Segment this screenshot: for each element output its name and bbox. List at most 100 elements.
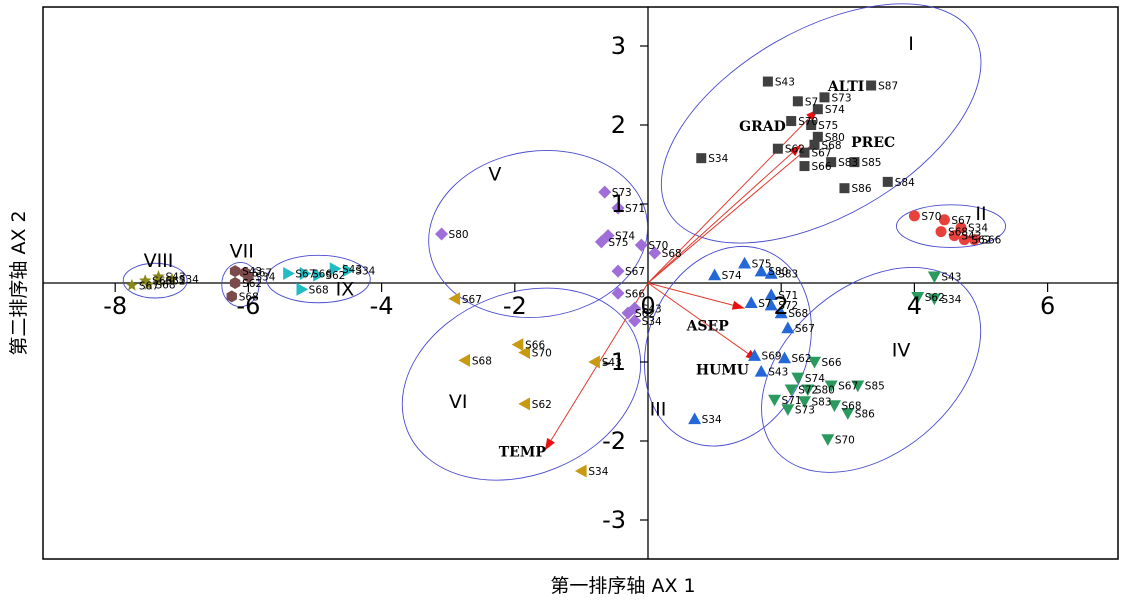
point-triangle-up-marker	[748, 349, 762, 361]
point-label: S62	[792, 353, 812, 365]
point-label: S34	[355, 265, 375, 277]
point-label: S34	[255, 272, 275, 284]
vector-line	[647, 108, 819, 284]
point-label: S62	[925, 292, 945, 304]
point-label: S43	[165, 272, 185, 284]
point-square-marker	[812, 104, 823, 115]
point-square-marker	[696, 153, 707, 164]
point-label: S85	[865, 381, 885, 393]
point-label: S69	[762, 351, 782, 363]
vector-label-humu: HUMU	[696, 362, 749, 378]
x-tick-label: 2	[774, 292, 789, 320]
point-square-marker	[799, 147, 810, 158]
group-label-v: V	[488, 163, 501, 185]
point-label: S70	[532, 348, 552, 360]
point-label: S74	[825, 104, 845, 116]
point-triangle-down-marker	[801, 384, 815, 397]
y-axis-title: 第二排序轴 AX 2	[8, 210, 30, 355]
point-label: S66	[312, 269, 332, 281]
point-square-marker	[866, 80, 877, 91]
group-ellipse-iv	[761, 266, 982, 473]
point-label: S74	[805, 373, 825, 385]
group-ellipse-ii	[895, 204, 1007, 248]
point-label: S86	[855, 408, 875, 420]
vector-label-asep: ASEP	[686, 318, 730, 334]
point-circle-marker	[948, 230, 960, 242]
point-label: S75	[818, 120, 838, 132]
point-star-marker	[152, 274, 165, 286]
point-triangle-down-marker	[791, 372, 805, 385]
point-label: S80	[815, 385, 835, 397]
point-label: S43	[642, 303, 662, 315]
point-triangle-left-marker	[448, 292, 461, 306]
point-hexagon-marker	[243, 270, 254, 283]
point-circle-marker	[958, 234, 970, 246]
point-square-marker	[762, 76, 773, 87]
point-circle-marker	[955, 222, 967, 234]
group-ellipses	[122, 3, 1007, 481]
point-square-marker	[806, 120, 817, 130]
point-label: S67	[252, 268, 272, 280]
point-label: S80	[768, 266, 788, 278]
point-hexagon-marker	[229, 265, 241, 278]
x-tick-label: -6	[236, 292, 260, 320]
point-triangle-right-marker	[329, 262, 342, 276]
point-diamond-marker	[611, 286, 625, 300]
point-label: S67	[812, 148, 832, 160]
group-ellipse-iii	[643, 245, 812, 447]
vector-arrowhead	[731, 300, 745, 310]
point-square-marker	[772, 143, 783, 154]
point-diamond-marker	[634, 238, 648, 252]
point-triangle-up-marker	[688, 412, 702, 425]
point-label: S74	[615, 231, 635, 243]
point-label: S43	[941, 272, 961, 284]
point-square-marker	[882, 176, 893, 187]
point-triangle-down-marker	[851, 380, 865, 393]
point-triangle-left-marker	[458, 353, 471, 367]
point-triangle-down-marker	[911, 292, 925, 304]
point-diamond-marker	[621, 306, 635, 320]
point-triangle-down-marker	[808, 356, 821, 369]
point-triangle-up-marker	[764, 298, 778, 311]
point-label: S68	[239, 291, 259, 303]
y-tick-label: -2	[602, 427, 626, 455]
point-label: S7	[758, 298, 771, 310]
group-ellipse-ix	[265, 254, 371, 304]
x-tick-label: -2	[503, 292, 527, 320]
point-label: S83	[778, 269, 798, 281]
sample-points	[125, 76, 980, 478]
point-label: S7	[805, 96, 818, 108]
point-diamond-marker	[628, 314, 642, 328]
point-circle-marker	[938, 214, 950, 226]
point-square-marker	[792, 96, 803, 107]
point-label: S34	[588, 466, 608, 478]
point-triangle-left-marker	[511, 338, 524, 352]
vector-label-grad: GRAD	[739, 119, 786, 135]
group-label-ii: II	[975, 203, 986, 225]
point-label: S67	[625, 266, 645, 278]
point-label: S62	[971, 235, 991, 247]
x-tick-label: 4	[907, 292, 922, 320]
point-label: S43	[242, 266, 262, 278]
point-label: S66	[822, 357, 842, 369]
point-label: S62	[325, 270, 345, 282]
point-label: S62	[242, 278, 262, 290]
point-triangle-left-marker	[588, 355, 600, 369]
point-label: S70	[835, 434, 855, 446]
point-hexagon-marker	[226, 290, 237, 303]
point-label: S67	[795, 323, 815, 335]
point-label: S34	[179, 274, 199, 286]
vector-arrowhead	[544, 437, 555, 451]
group-label-viii: VIII	[144, 250, 174, 272]
group-label-i: I	[908, 33, 914, 55]
point-label: S68	[841, 400, 861, 412]
point-triangle-right-marker	[343, 263, 355, 277]
point-label: S71	[782, 395, 802, 407]
point-square-marker	[839, 183, 850, 194]
point-label: S62	[635, 308, 655, 320]
vector-line	[647, 136, 822, 284]
point-square-marker	[819, 92, 830, 103]
point-label: S75	[752, 258, 772, 270]
point-square-marker	[849, 157, 860, 168]
